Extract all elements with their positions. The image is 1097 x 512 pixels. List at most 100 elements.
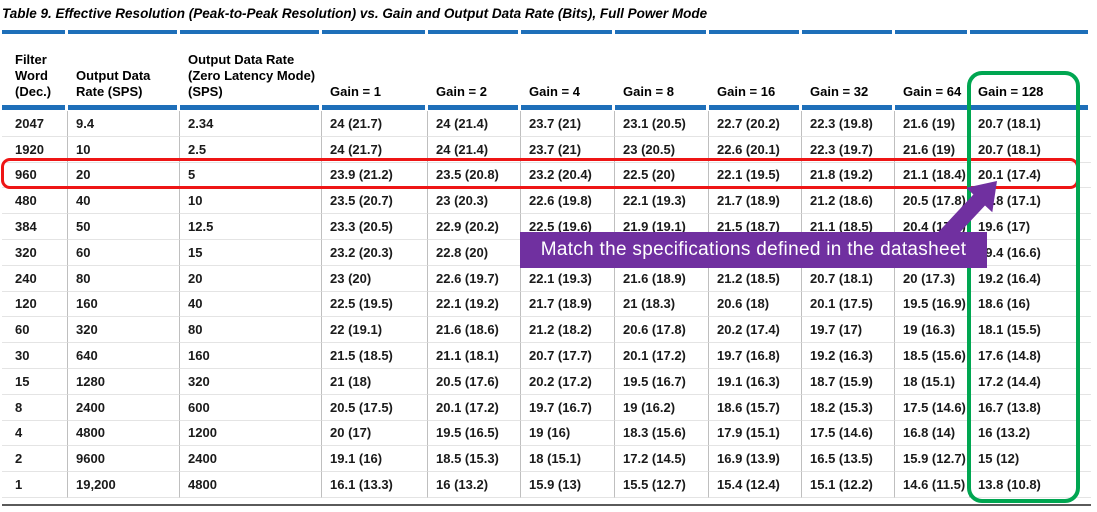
table-cell: 16 (13.2) [970, 421, 1091, 447]
table-cell: 384 [2, 214, 68, 240]
table-header-row: Filter Word (Dec.) Output Data Rate (SPS)… [2, 34, 1091, 104]
table-cell: 20 [180, 265, 322, 292]
table-cell: 16.9 (13.9) [709, 446, 802, 473]
table-header-rule [2, 105, 1091, 110]
table-cell: 9.4 [68, 111, 180, 137]
table-cell: 60 [68, 239, 180, 266]
table-cell: 80 [180, 317, 322, 344]
table-cell: 20.6 (18) [709, 291, 802, 318]
table-cell: 21.2 (18.5) [709, 265, 802, 292]
annotation-callout-text: Match the specifications defined in the … [540, 239, 967, 260]
table-cell: 21.6 (19) [895, 136, 970, 163]
table-cell: 5 [180, 162, 322, 189]
table-cell: 15.9 (13) [521, 472, 615, 498]
table-cell: 320 [68, 317, 180, 344]
table-cell: 160 [68, 291, 180, 318]
table-cell: 20.6 (17.8) [615, 317, 709, 344]
table-cell: 18 (15.1) [521, 446, 615, 473]
table-cell: 19 (16) [521, 420, 615, 447]
table-cell: 18.2 (15.3) [802, 394, 895, 421]
table-cell: 15 [2, 368, 68, 395]
table-cell: 19.7 (16.8) [709, 343, 802, 369]
table-cell: 23.7 (21) [521, 111, 615, 137]
table-cell: 14.6 (11.5) [895, 472, 970, 498]
table-cell: 24 (21.4) [428, 111, 521, 137]
table-cell: 16.1 (13.3) [322, 472, 428, 498]
table-cell: 18.1 (15.5) [970, 317, 1091, 344]
table-cell: 21.6 (19) [895, 111, 970, 137]
table-cell: 2400 [68, 394, 180, 421]
table-cell: 10 [180, 188, 322, 215]
table-cell: 15 [180, 239, 322, 266]
table-cell: 8 [2, 394, 68, 421]
table-cell: 40 [180, 291, 322, 318]
table-cell: 18.5 (15.6) [895, 343, 970, 369]
table-cell: 20.1 (17.2) [428, 394, 521, 421]
table-cell: 2 [2, 446, 68, 473]
table-cell: 21.6 (18.9) [615, 265, 709, 292]
table-title: Table 9. Effective Resolution (Peak-to-P… [2, 6, 708, 21]
column-header-gain_1: Gain = 1 [330, 84, 381, 99]
table-cell: 20 (17) [322, 420, 428, 447]
table-bottom-rule [2, 504, 1091, 506]
table-cell: 2.5 [180, 136, 322, 163]
rule-segment [802, 105, 892, 110]
column-header-gain_2: Gain = 2 [436, 84, 487, 99]
table-cell: 10 [68, 136, 180, 163]
table-cell: 18.5 (15.3) [428, 446, 521, 473]
table-cell: 640 [68, 343, 180, 369]
table-cell: 80 [68, 265, 180, 292]
rule-segment [521, 105, 612, 110]
table-cell: 160 [180, 343, 322, 369]
rule-segment [322, 30, 425, 34]
table-cell: 9600 [68, 446, 180, 473]
table-cell: 20.2 (17.2) [521, 368, 615, 395]
table-cell: 22.6 (19.8) [521, 188, 615, 215]
rule-segment [180, 105, 319, 110]
table-cell: 23.5 (20.7) [322, 188, 428, 215]
rule-segment [615, 30, 706, 34]
table-cell: 22.1 (19.3) [521, 265, 615, 292]
table-cell: 21.7 (18.9) [709, 188, 802, 215]
table-cell: 21.7 (18.9) [521, 291, 615, 318]
column-header-gain_4: Gain = 4 [529, 84, 580, 99]
table-cell: 1920 [2, 136, 68, 163]
table-cell: 320 [180, 368, 322, 395]
table-cell: 23.1 (20.5) [615, 111, 709, 137]
table-cell: 23.5 (20.8) [428, 162, 521, 189]
table-cell: 18.7 (15.9) [802, 368, 895, 395]
table-cell: 19.6 (17) [970, 214, 1091, 240]
table-cell: 20 [68, 162, 180, 189]
table-cell: 600 [180, 394, 322, 421]
table-cell: 20.1 (17.5) [802, 291, 895, 318]
table-cell: 17.5 (14.6) [802, 420, 895, 447]
table-cell: 20.7 (18.1) [970, 111, 1091, 137]
table-cell: 1 [2, 472, 68, 498]
table-cell: 2400 [180, 446, 322, 473]
table-cell: 19.1 (16.3) [709, 368, 802, 395]
table-cell: 40 [68, 188, 180, 215]
column-header-gain_32: Gain = 32 [810, 84, 869, 99]
table-cell: 23.2 (20.3) [322, 239, 428, 266]
table-cell: 19.5 (16.5) [428, 420, 521, 447]
table-cell: 24 (21.7) [322, 136, 428, 163]
table-cell: 4800 [68, 420, 180, 447]
table-cell: 22.9 (20.2) [428, 214, 521, 240]
table-cell: 23 (20) [322, 265, 428, 292]
table-cell: 4800 [180, 472, 322, 498]
column-header-gain_64: Gain = 64 [903, 84, 962, 99]
table-cell: 23.9 (21.2) [322, 162, 428, 189]
table-cell: 22.1 (19.2) [428, 291, 521, 318]
table-cell: 30 [2, 343, 68, 369]
table-cell: 21.1 (18.1) [428, 343, 521, 369]
table-cell: 19 (16.3) [895, 317, 970, 344]
table-cell: 21 (18.3) [615, 291, 709, 318]
rule-segment [428, 105, 518, 110]
rule-segment [68, 105, 177, 110]
table-cell: 22.5 (20) [615, 162, 709, 189]
table-cell: 17.6 (14.8) [970, 343, 1091, 369]
table-cell: 17.9 (15.1) [709, 420, 802, 447]
table-cell: 23 (20.5) [615, 136, 709, 163]
rule-segment [180, 30, 319, 34]
table-cell: 4 [2, 420, 68, 447]
